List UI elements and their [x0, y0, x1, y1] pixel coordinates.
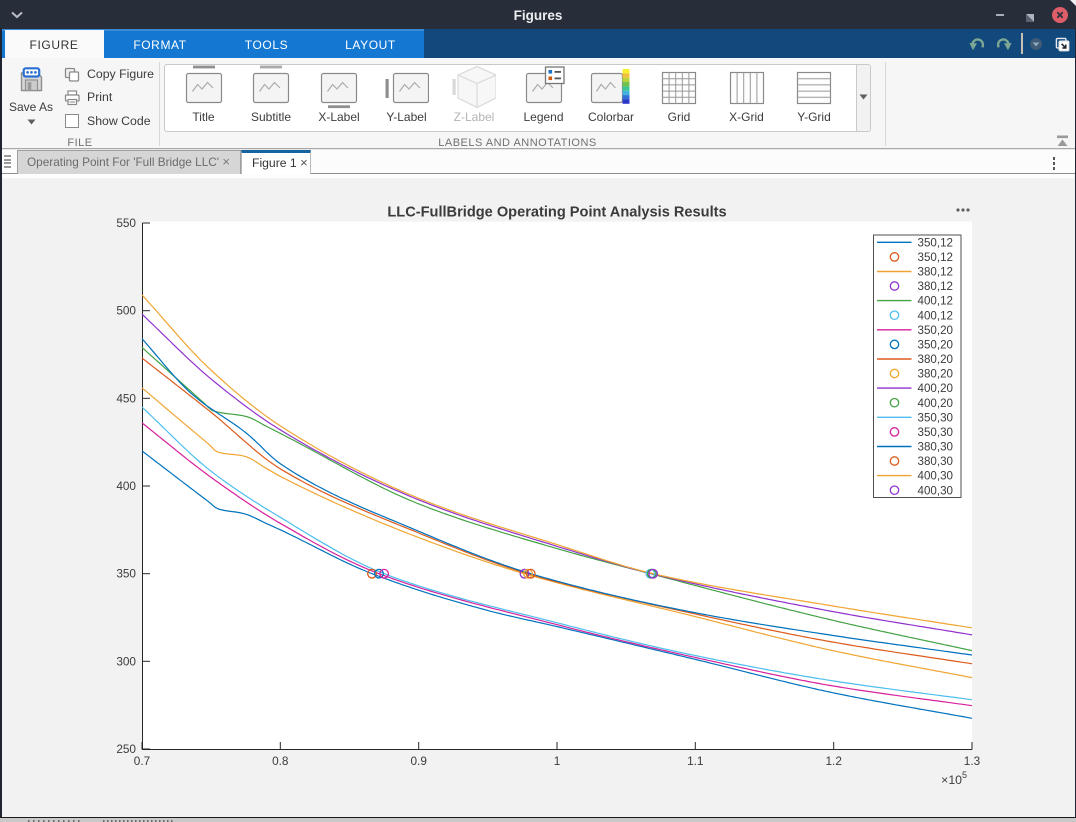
svg-text:350,12: 350,12 [918, 251, 953, 264]
svg-text:350,20: 350,20 [918, 324, 953, 337]
svg-text:350,12: 350,12 [918, 236, 953, 249]
svg-text:1.3: 1.3 [964, 754, 981, 768]
svg-text:380,12: 380,12 [918, 266, 953, 279]
svg-text:380,12: 380,12 [918, 280, 953, 293]
svg-text:350,30: 350,30 [918, 426, 953, 439]
svg-text:350,30: 350,30 [918, 411, 953, 424]
svg-text:500: 500 [116, 304, 136, 318]
svg-text:×10: ×10 [941, 773, 962, 787]
svg-text:400,30: 400,30 [918, 470, 953, 483]
svg-text:550: 550 [116, 216, 136, 230]
svg-text:1: 1 [554, 754, 561, 768]
svg-text:0.7: 0.7 [134, 754, 150, 768]
svg-text:5: 5 [962, 770, 967, 780]
svg-text:1.1: 1.1 [687, 754, 703, 768]
svg-text:400,30: 400,30 [918, 484, 953, 497]
svg-text:350,20: 350,20 [918, 339, 953, 352]
svg-text:400,12: 400,12 [918, 295, 953, 308]
svg-text:LLC-FullBridge Operating Point: LLC-FullBridge Operating Point Analysis … [387, 205, 726, 221]
svg-text:250: 250 [116, 742, 136, 756]
svg-text:400: 400 [116, 479, 136, 493]
svg-text:380,20: 380,20 [918, 353, 953, 366]
svg-text:400,12: 400,12 [918, 309, 953, 322]
svg-text:380,20: 380,20 [918, 368, 953, 381]
svg-text:380,30: 380,30 [918, 455, 953, 468]
svg-text:350: 350 [116, 567, 136, 581]
svg-text:400,20: 400,20 [918, 382, 953, 395]
svg-text:0.9: 0.9 [410, 754, 426, 768]
svg-text:450: 450 [116, 391, 136, 405]
svg-text:380,30: 380,30 [918, 441, 953, 454]
svg-text:0.8: 0.8 [272, 754, 289, 768]
svg-text:300: 300 [116, 654, 136, 668]
svg-text:1.2: 1.2 [825, 754, 841, 768]
svg-text:400,20: 400,20 [918, 397, 953, 410]
